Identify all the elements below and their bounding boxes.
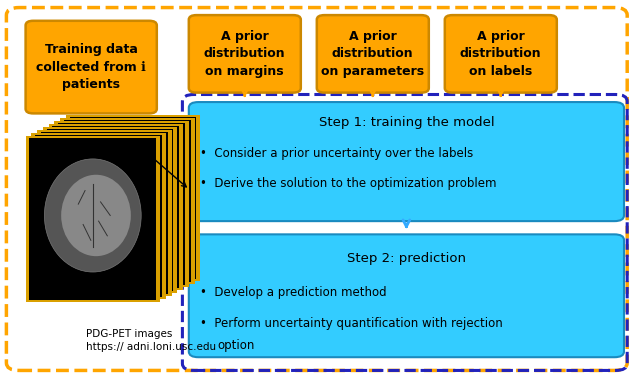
Bar bbox=[41, 132, 168, 294]
Bar bbox=[35, 135, 162, 297]
Bar bbox=[60, 118, 195, 284]
Text: A prior
distribution
on margins: A prior distribution on margins bbox=[204, 30, 285, 78]
FancyBboxPatch shape bbox=[445, 15, 557, 93]
FancyBboxPatch shape bbox=[26, 21, 157, 113]
Text: A prior
distribution
on parameters: A prior distribution on parameters bbox=[321, 30, 424, 78]
Text: Step 1: training the model: Step 1: training the model bbox=[319, 116, 494, 129]
Bar bbox=[37, 130, 172, 296]
FancyBboxPatch shape bbox=[317, 15, 429, 93]
Text: •  Develop a prediction method: • Develop a prediction method bbox=[200, 287, 387, 299]
Text: PDG-PET images
https:// adni.loni.usc.edu: PDG-PET images https:// adni.loni.usc.ed… bbox=[86, 328, 216, 352]
Ellipse shape bbox=[44, 159, 141, 272]
Bar bbox=[26, 136, 160, 302]
Text: Training data
collected from ℹ
patients: Training data collected from ℹ patients bbox=[36, 43, 146, 91]
Text: •  Derive the solution to the optimization problem: • Derive the solution to the optimizatio… bbox=[200, 177, 497, 190]
Bar bbox=[70, 117, 196, 279]
Ellipse shape bbox=[61, 175, 131, 256]
Bar bbox=[31, 133, 166, 299]
Bar bbox=[64, 120, 191, 282]
Text: Step 2: prediction: Step 2: prediction bbox=[347, 253, 466, 265]
FancyBboxPatch shape bbox=[189, 102, 624, 221]
Text: A prior
distribution
on labels: A prior distribution on labels bbox=[460, 30, 541, 78]
Bar bbox=[49, 124, 183, 290]
Text: •  Consider a prior uncertainty over the labels: • Consider a prior uncertainty over the … bbox=[200, 147, 474, 160]
Bar bbox=[29, 138, 156, 300]
Bar bbox=[52, 126, 179, 288]
Text: option: option bbox=[218, 339, 255, 352]
FancyBboxPatch shape bbox=[189, 234, 624, 357]
Bar bbox=[58, 123, 185, 285]
Bar bbox=[43, 127, 177, 293]
Bar bbox=[47, 129, 173, 291]
Text: N: N bbox=[143, 144, 150, 153]
Bar bbox=[66, 115, 200, 281]
FancyBboxPatch shape bbox=[189, 15, 301, 93]
Text: •  Perform uncertainty quantification with rejection: • Perform uncertainty quantification wit… bbox=[200, 317, 503, 330]
Bar bbox=[54, 121, 189, 287]
